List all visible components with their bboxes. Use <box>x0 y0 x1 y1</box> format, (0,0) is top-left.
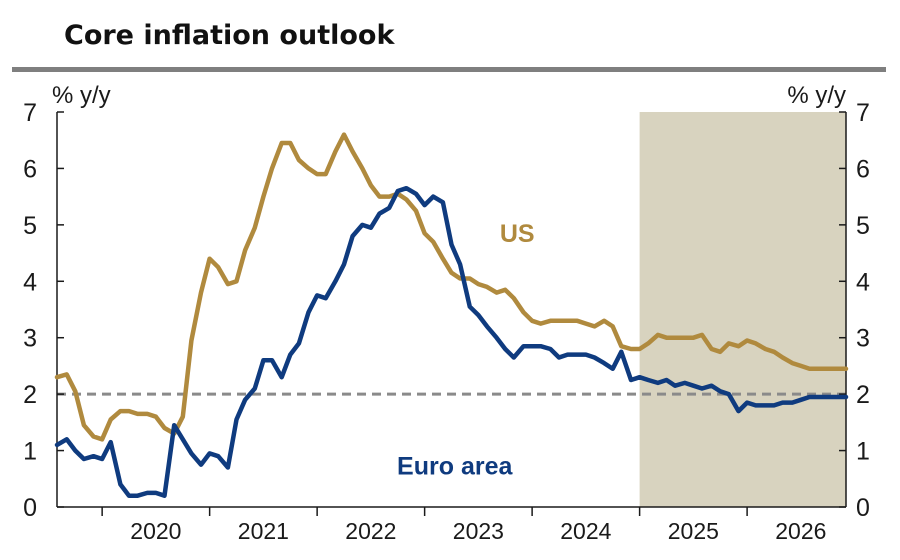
y-axis-unit-right: % y/y <box>787 82 846 109</box>
y-axis-unit-left: % y/y <box>52 82 111 109</box>
chart-title: Core inflation outlook <box>64 20 395 51</box>
y-tick-label-left: 3 <box>23 325 37 353</box>
y-tick-label-right: 7 <box>856 99 870 127</box>
y-tick-label-left: 4 <box>23 268 37 296</box>
x-tick-label: 2023 <box>453 518 504 544</box>
y-tick-label-right: 6 <box>856 155 870 183</box>
series-line-us <box>54 132 849 442</box>
x-tick-label: 2021 <box>238 518 289 544</box>
y-tick-label-left: 0 <box>23 494 37 522</box>
x-tick-label: 2026 <box>775 518 826 544</box>
y-tick-label-left: 6 <box>23 155 37 183</box>
y-tick-label-right: 2 <box>856 381 870 409</box>
y-tick-label-left: 5 <box>23 212 37 240</box>
y-tick-label-left: 2 <box>23 381 37 409</box>
x-tick-label: 2022 <box>345 518 396 544</box>
x-tick-label: 2020 <box>130 518 181 544</box>
y-tick-label-left: 7 <box>23 99 37 127</box>
x-tick-label: 2024 <box>560 518 611 544</box>
x-tick-label: 2025 <box>668 518 719 544</box>
y-tick-label-right: 4 <box>856 268 870 296</box>
y-tick-label-right: 5 <box>856 212 870 240</box>
series-line-euro-area <box>54 185 849 498</box>
y-tick-label-right: 3 <box>856 325 870 353</box>
y-tick-label-right: 0 <box>856 494 870 522</box>
series-label-euro-area: Euro area <box>397 452 513 480</box>
y-tick-label-left: 1 <box>23 438 37 466</box>
y-tick-label-right: 1 <box>856 438 870 466</box>
forecast-shading <box>639 112 846 507</box>
title-rule <box>12 67 886 72</box>
series-label-us: US <box>500 220 535 248</box>
